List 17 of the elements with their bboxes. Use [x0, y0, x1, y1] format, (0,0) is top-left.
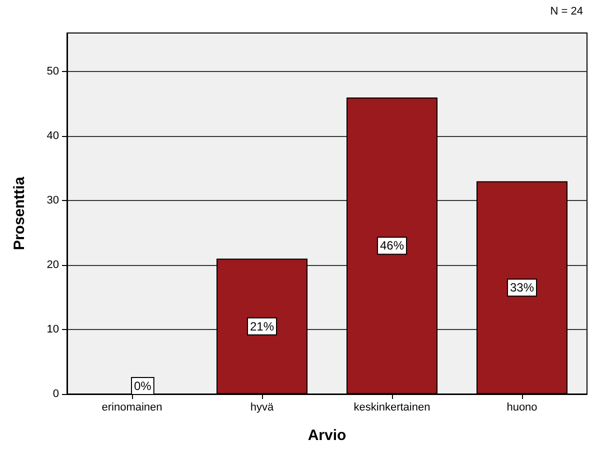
x-tick-label: huono [506, 402, 538, 414]
y-tick-label: 20 [46, 259, 59, 272]
x-tick-label: erinomainen [102, 402, 162, 414]
y-tick-label: 30 [46, 194, 59, 207]
data-label: 0% [134, 379, 152, 393]
data-label: 46% [380, 238, 404, 253]
x-tick-label: hyvä [250, 402, 274, 414]
data-label: 21% [250, 319, 274, 334]
y-tick-label: 40 [46, 130, 59, 142]
x-axis-title: Arvio [308, 427, 346, 444]
y-axis-title: Prosenttia [11, 176, 28, 250]
x-tick-label: keskinkertainen [354, 402, 430, 414]
y-tick-label: 50 [46, 66, 59, 78]
y-tick-label: 10 [46, 324, 59, 336]
y-tick-label: 0 [52, 388, 59, 400]
data-label: 33% [510, 280, 534, 295]
text: N = 24 [550, 6, 584, 18]
